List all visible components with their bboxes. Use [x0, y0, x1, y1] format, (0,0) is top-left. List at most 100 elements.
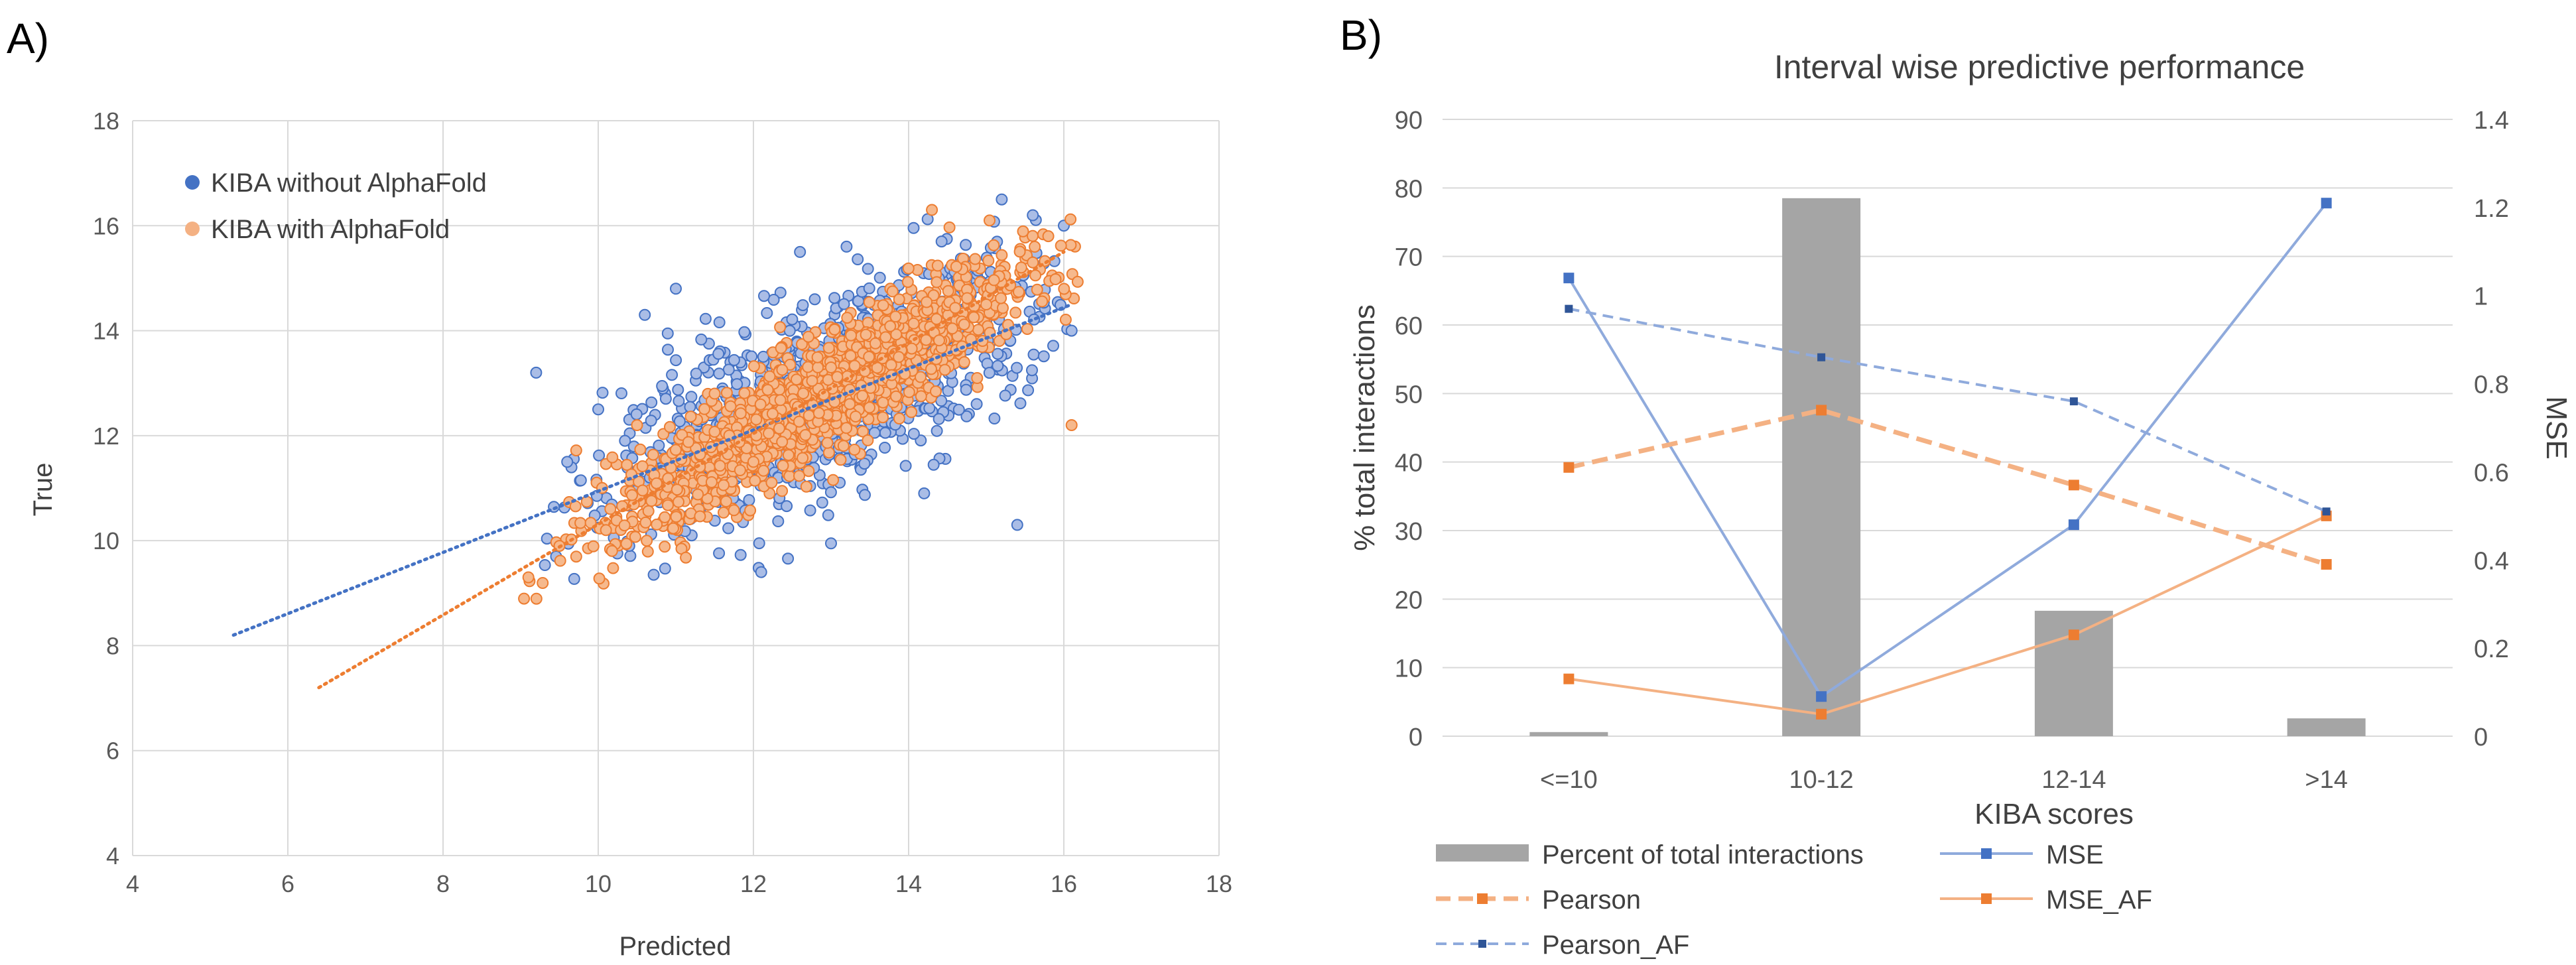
scatter-point [772, 515, 785, 527]
scatter-y-axis-title: True [29, 463, 58, 517]
legend-marker-with-alphafold [185, 222, 200, 236]
scatter-point [593, 449, 606, 462]
line-pearson [1563, 405, 2332, 570]
scatter-point [776, 436, 789, 448]
interval-y2-tick-label: 1.2 [2474, 195, 2509, 223]
trendline-without-alphafold [231, 302, 1074, 637]
scatter-point [886, 285, 899, 298]
scatter-point [905, 342, 918, 355]
scatter-y-tick-label: 16 [93, 212, 119, 239]
scatter-point [580, 495, 593, 508]
interval-y-tick-label: 0 [1409, 724, 1423, 751]
scatter-point [806, 375, 818, 387]
scatter-point [666, 369, 678, 381]
scatter-point [738, 326, 751, 338]
scatter-point [763, 427, 775, 440]
scatter-point [1055, 239, 1067, 252]
scatter-point [970, 398, 983, 411]
scatter-point [682, 436, 694, 448]
line-marker [1563, 673, 1575, 684]
scatter-point [593, 572, 606, 585]
scatter-point [907, 222, 920, 234]
interval-bar [1782, 198, 1861, 736]
scatter-point [984, 214, 996, 227]
scatter-point [943, 221, 956, 233]
line-marker [1816, 708, 1827, 720]
scatter-point [775, 342, 787, 354]
scatter-point [863, 296, 875, 308]
legend-label-without-alphafold: KIBA without AlphaFold [211, 168, 487, 198]
scatter-point [1027, 256, 1039, 269]
interval-y-tick-label: 60 [1395, 312, 1423, 340]
scatter-point [890, 390, 902, 403]
interval-x-tick-label: 12-14 [2041, 766, 2106, 794]
scatter-point [905, 406, 918, 418]
scatter-x-tick-label: 12 [740, 870, 767, 897]
scatter-point [840, 240, 853, 253]
scatter-point [927, 458, 940, 471]
scatter-point [781, 500, 793, 513]
scatter-point [713, 547, 726, 560]
scatter-point [869, 337, 881, 350]
legend-marker-without-alphafold [185, 175, 200, 190]
legend-label-pearson-af: Pearson_AF [1542, 931, 1689, 960]
scatter-point [747, 360, 760, 373]
scatter-point [673, 495, 684, 508]
scatter-point [708, 426, 721, 438]
scatter-point [903, 386, 915, 399]
scatter-point [615, 387, 627, 399]
scatter-point [828, 292, 841, 304]
scatter-point [931, 259, 944, 272]
scatter-point [793, 415, 805, 428]
scatter-point [694, 510, 706, 523]
scatter-point [921, 296, 933, 308]
scatter-legend: KIBA without AlphaFold KIBA with AlphaFo… [185, 168, 487, 244]
scatter-point [873, 271, 886, 284]
scatter-point [680, 551, 692, 564]
scatter-point [1058, 283, 1070, 295]
scatter-point [656, 380, 669, 392]
scatter-point [803, 465, 815, 478]
scatter-point [901, 276, 914, 289]
scatter-point [720, 495, 732, 507]
scatter-point [744, 504, 757, 517]
scatter-point [530, 366, 543, 379]
scatter-point [935, 235, 948, 248]
scatter-point [639, 308, 651, 321]
interval-y2-tick-label: 1 [2474, 283, 2488, 311]
scatter-point [569, 500, 582, 513]
line-marker [2068, 480, 2079, 491]
legend-swatch-pearson-af-marker [1478, 940, 1486, 948]
scatter-point [996, 249, 1008, 261]
interval-y-tick-label: 80 [1395, 175, 1423, 203]
scatter-point [749, 474, 761, 487]
scatter-point [574, 474, 587, 487]
scatter-point [960, 383, 972, 396]
scatter-point [713, 367, 726, 380]
legend-swatch-percent [1436, 844, 1529, 862]
scatter-point [592, 403, 604, 416]
scatter-point [879, 331, 892, 344]
scatter-point [797, 452, 809, 464]
scatter-point [634, 443, 647, 456]
scatter-point [773, 422, 785, 434]
interval-y-tick-label: 90 [1395, 107, 1423, 135]
line-marker [1563, 462, 1575, 473]
scatter-point [822, 446, 835, 459]
scatter-point [988, 239, 1000, 251]
scatter-point [630, 408, 643, 420]
scatter-point [879, 426, 891, 439]
scatter-point [539, 559, 551, 571]
scatter-point [1059, 314, 1072, 326]
scatter-point [827, 474, 840, 486]
interval-y-tick-label: 50 [1395, 381, 1423, 409]
scatter-point [802, 361, 814, 373]
scatter-point [670, 354, 682, 367]
interval-y2-tick-label: 0.8 [2474, 371, 2509, 399]
scatter-point [925, 363, 937, 375]
scatter-x-tick-label: 18 [1206, 870, 1232, 897]
scatter-point [845, 329, 858, 342]
scatter-point [844, 398, 856, 411]
scatter-point [877, 299, 889, 312]
scatter-point [821, 436, 834, 449]
